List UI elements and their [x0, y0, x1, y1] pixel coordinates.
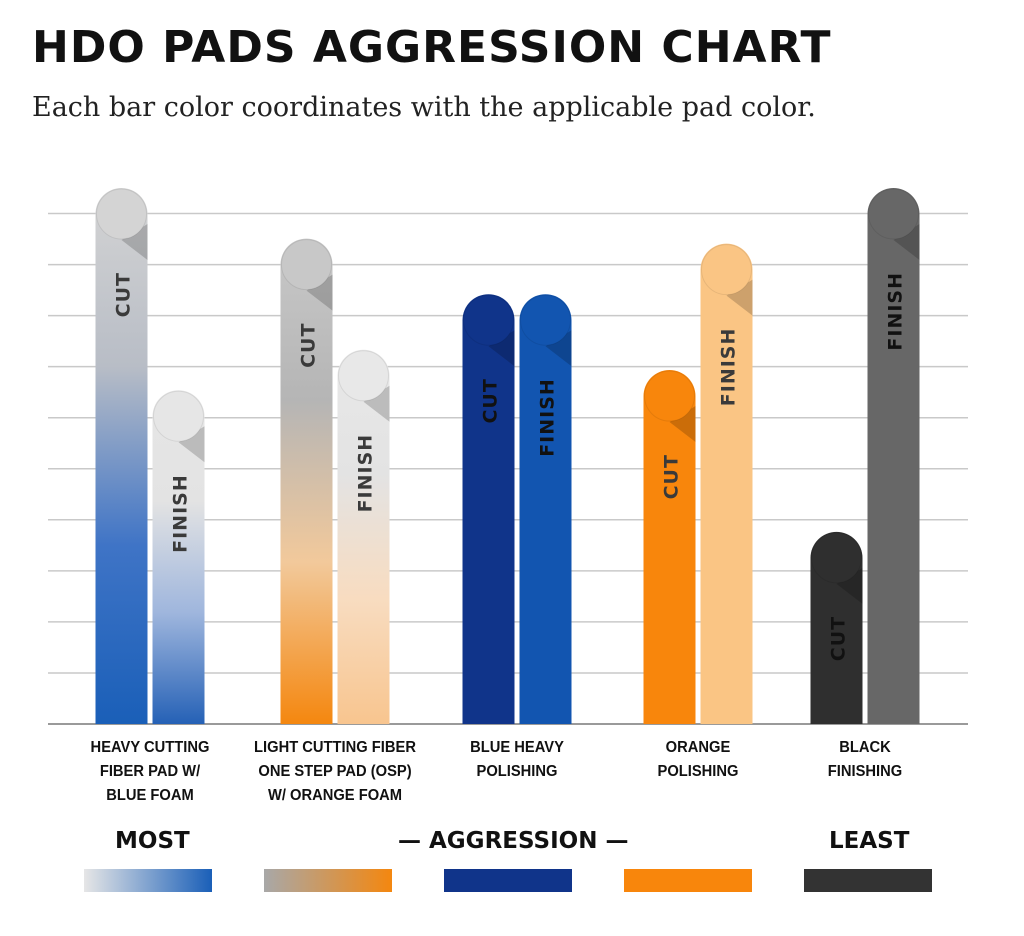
bar-finish-1 [337, 349, 390, 724]
bar-label-cut-2: CUT [480, 378, 502, 423]
bar-finish-0 [152, 390, 205, 724]
bar-cap-finish-3 [701, 244, 752, 296]
bar-cap-cut-2 [463, 294, 514, 346]
bar-fold-finish-1 [363, 385, 390, 422]
bar-label-cut-1: CUT [298, 323, 320, 368]
chart-title: HDO PADS AGGRESSION CHART [32, 22, 832, 73]
category-label-4: BLACK FINISHING [827, 739, 903, 780]
bar-label-cut-4: CUT [828, 616, 850, 661]
bar-fold-finish-4 [893, 224, 920, 260]
bar-label-finish-2: FINISH [537, 378, 559, 457]
bar-cut-3 [643, 370, 696, 724]
bar-label-cut-0: CUT [113, 272, 135, 317]
aggression-most-label: MOST [115, 828, 190, 854]
aggression-swatch-4 [804, 869, 932, 892]
bar-finish-4 [867, 188, 920, 724]
bar-cut-4 [810, 531, 863, 724]
bar-cap-finish-1 [338, 350, 389, 402]
bar-fold-cut-3 [669, 406, 696, 443]
bar-fold-finish-0 [178, 426, 205, 463]
aggression-swatch-1 [264, 869, 392, 892]
aggression-least-label: LEAST [829, 828, 910, 854]
bar-fold-finish-3 [726, 279, 753, 316]
bar-cap-finish-4 [868, 188, 919, 240]
bar-label-cut-3: CUT [661, 454, 683, 499]
bar-label-finish-1: FINISH [355, 434, 377, 513]
aggression-center-label: — AGGRESSION — [398, 828, 629, 854]
bar-label-finish-4: FINISH [885, 272, 907, 351]
bar-cap-cut-0 [96, 188, 147, 240]
bar-cut-1 [280, 238, 333, 724]
bar-cap-cut-4 [811, 532, 862, 584]
category-label-0: HEAVY CUTTING FIBER PAD W/ BLUE FOAM [90, 739, 210, 804]
bar-cap-finish-0 [153, 390, 204, 442]
bar-label-finish-3: FINISH [718, 328, 740, 407]
pad-aggression-chart: CUT FINISH CUT FINISH CUT FINISH CUT FINISH CUT F… [48, 188, 968, 725]
bar-cap-cut-1 [281, 239, 332, 291]
bar-cut-0 [95, 188, 148, 724]
category-label-2: BLUE HEAVY POLISHING [470, 739, 564, 780]
bar-finish-2 [519, 294, 572, 724]
bar-cap-finish-2 [520, 294, 571, 346]
aggression-swatch-2 [444, 869, 572, 892]
bar-fold-finish-2 [545, 330, 572, 367]
bar-cut-2 [462, 294, 515, 724]
bar-cap-cut-3 [644, 370, 695, 422]
aggression-swatch-0 [84, 869, 212, 892]
aggression-swatch-3 [624, 869, 752, 892]
bar-fold-cut-1 [306, 274, 333, 311]
category-label-3: ORANGE POLISHING [657, 739, 739, 780]
bar-finish-3 [700, 243, 753, 724]
bar-label-finish-0: FINISH [170, 474, 192, 553]
category-label-1: LIGHT CUTTING FIBER ONE STEP PAD (OSP) W… [254, 739, 416, 804]
bar-fold-cut-4 [836, 567, 863, 604]
bar-fold-cut-0 [121, 224, 148, 260]
bar-fold-cut-2 [488, 330, 515, 367]
chart-subtitle: Each bar color coordinates with the appl… [32, 92, 816, 123]
